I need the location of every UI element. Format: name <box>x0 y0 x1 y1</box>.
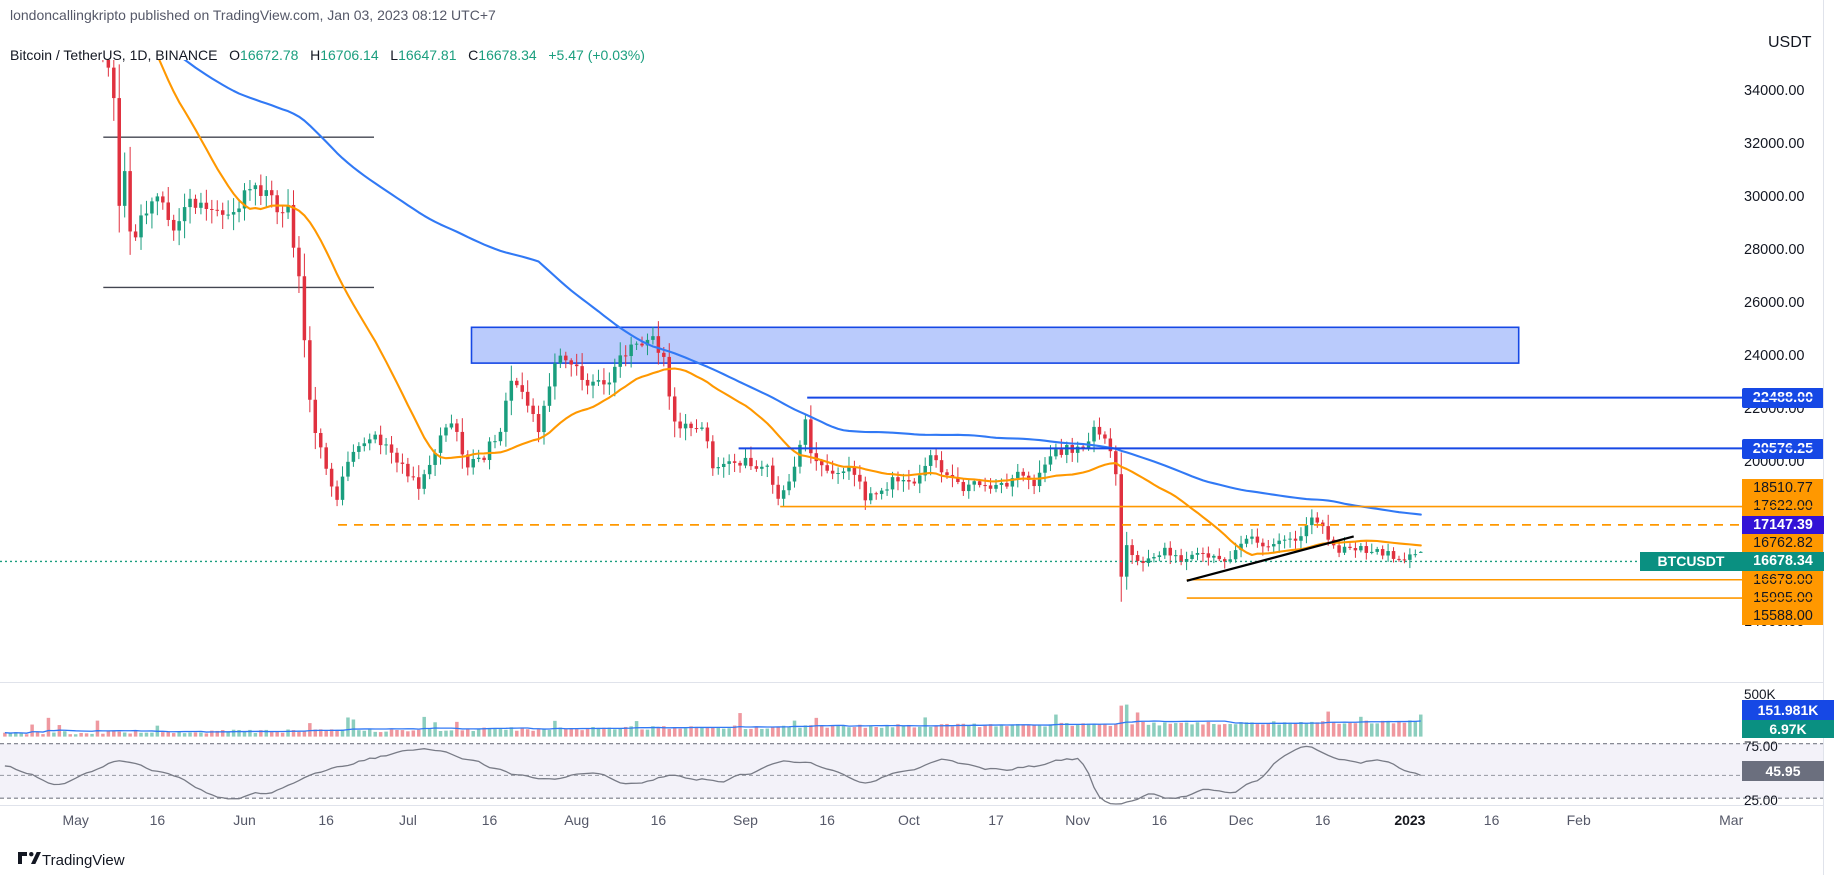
svg-text:TradingView: TradingView <box>42 852 125 869</box>
